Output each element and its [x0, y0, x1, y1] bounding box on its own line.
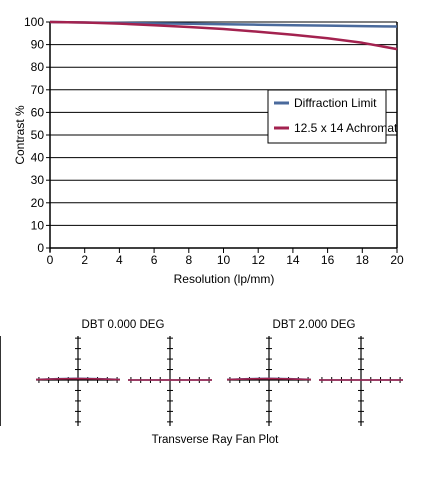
fan-field-label-1: DBT 2.000 DEG [273, 319, 356, 331]
legend-box [267, 89, 387, 144]
fan-curve-red [226, 377, 312, 381]
y-tick-label-7: 70 [31, 83, 45, 97]
y-tick-label-3: 30 [31, 173, 45, 187]
fan-panel-0-2 [226, 336, 312, 426]
fan-panel-0-3 [319, 336, 403, 426]
x-tick-label-0: 0 [47, 253, 54, 267]
fan-panel-0-1 [128, 336, 212, 426]
y-tick-label-8: 80 [31, 60, 45, 74]
x-tick-label-4: 8 [185, 253, 192, 267]
legend-label-diffraction-limit: Diffraction Limit [294, 96, 377, 110]
x-tick-label-10: 20 [390, 253, 404, 267]
y-tick-label-4: 40 [31, 151, 45, 165]
fan-field-label-0: DBT 0.000 DEG [82, 319, 165, 331]
mtf-tick-labels: 0 2 4 6 8 10 12 14 16 18 20 0 10 20 30 40 50 60 70 80 90 100 [24, 15, 404, 267]
y-tick-label-10: 100 [24, 15, 44, 29]
x-tick-label-1: 2 [81, 253, 88, 267]
x-tick-label-2: 4 [116, 253, 123, 267]
mtf-chart: 0 2 4 6 8 10 12 14 16 18 200102030405060708090100 … [13, 15, 404, 286]
ray-fan-plot: DBT 0.000 DEG DBT 2.000 DEG Transverse R… [0, 300, 403, 446]
y-tick-label-2: 20 [31, 196, 45, 210]
mtf-series [49, 20, 398, 51]
x-axis-title: Resolution (lp/mm) [174, 272, 275, 286]
y-axis-title: Contrast % [13, 105, 27, 165]
y-tick-label-6: 60 [31, 105, 45, 119]
y-tick-label-9: 90 [31, 38, 45, 52]
x-tick-label-7: 14 [286, 253, 300, 267]
fan-panels [0, 336, 403, 426]
fan-plot-title: Transverse Ray Fan Plot [152, 434, 280, 446]
x-tick-label-9: 18 [356, 253, 370, 267]
y-tick-label-5: 50 [31, 128, 45, 142]
y-tick-label-1: 10 [31, 218, 45, 232]
fan-panel-0-0 [35, 336, 121, 426]
x-tick-label-8: 16 [321, 253, 335, 267]
x-tick-label-6: 12 [252, 253, 266, 267]
x-tick-label-3: 6 [151, 253, 158, 267]
y-tick-label-0: 0 [37, 241, 44, 255]
fan-curve-red [35, 377, 121, 381]
mtf-axes [46, 21, 398, 253]
legend: Diffraction Limit 12.5 x 14 Achromat [267, 89, 398, 144]
legend-label-achromat: 12.5 x 14 Achromat [294, 121, 398, 135]
series-line-1 [49, 20, 398, 51]
x-tick-label-5: 10 [217, 253, 231, 267]
